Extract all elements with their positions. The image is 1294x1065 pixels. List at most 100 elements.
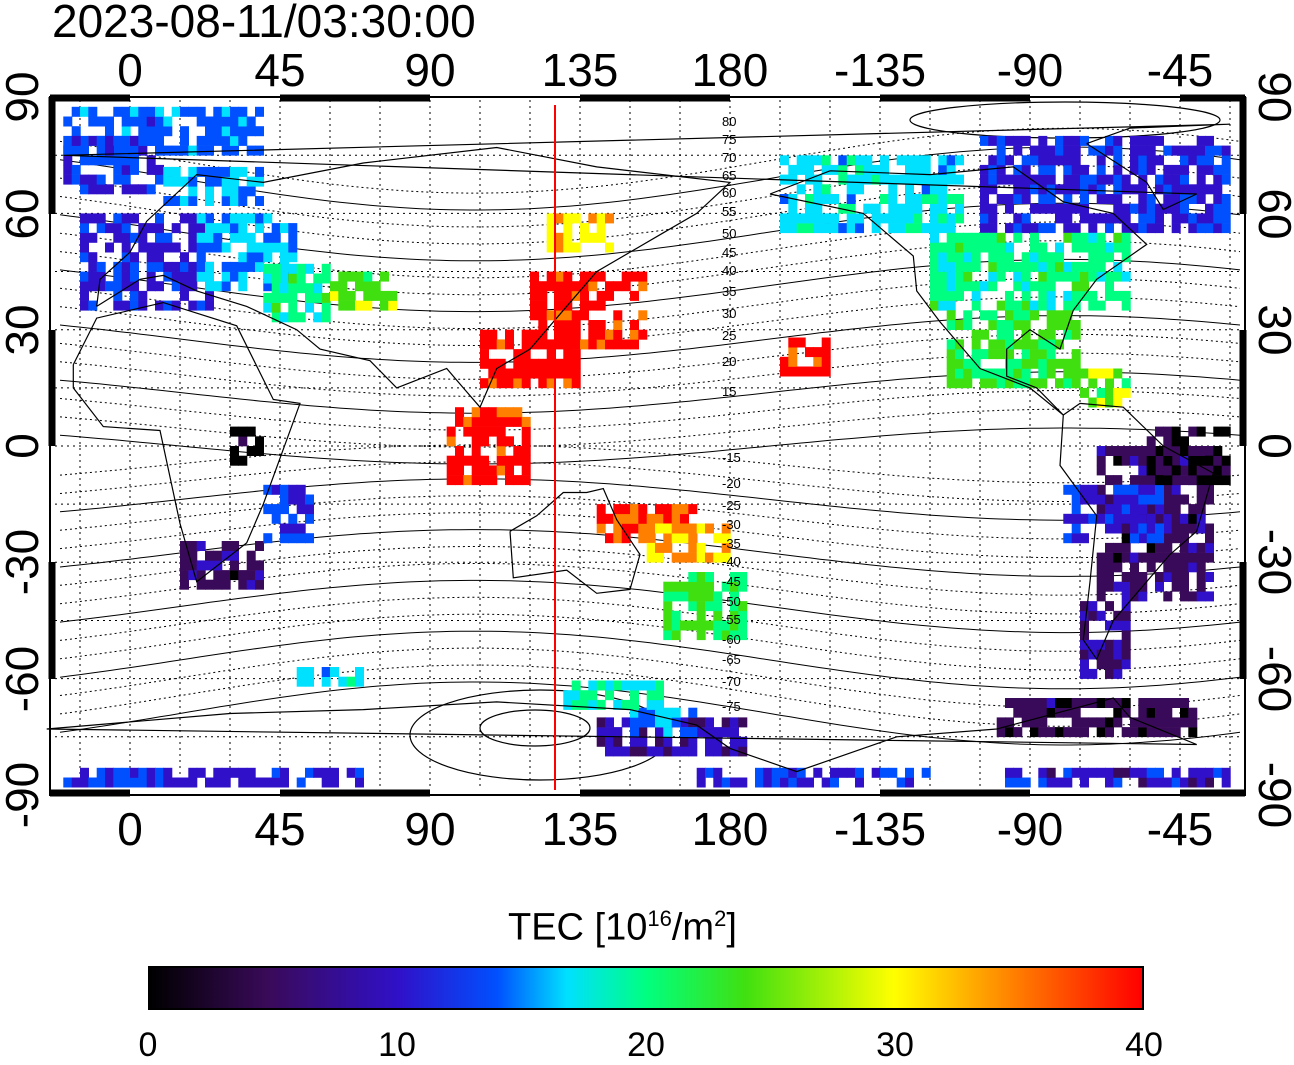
tec-cell	[1213, 145, 1223, 156]
tec-cell	[988, 310, 998, 321]
tec-cell	[213, 281, 223, 292]
tec-cell	[463, 416, 473, 427]
tec-cell	[1113, 135, 1123, 146]
tec-cell	[646, 717, 656, 728]
tec-cell	[1188, 426, 1198, 437]
tec-cell	[1113, 542, 1123, 553]
tec-cell	[105, 145, 114, 156]
tec-cell	[238, 116, 248, 127]
tec-cell	[213, 232, 223, 243]
tec-cell	[563, 368, 573, 379]
tec-cell	[1030, 727, 1039, 738]
tec-cell	[205, 281, 214, 292]
tec-cell	[605, 736, 614, 747]
magnetic-latitude-label: 20	[722, 354, 736, 369]
tec-cell	[1096, 484, 1106, 495]
tec-cell	[1021, 194, 1031, 204]
tec-cell	[1080, 533, 1089, 544]
tec-cell	[1163, 465, 1173, 476]
tec-cell	[1071, 523, 1081, 534]
tec-cell	[313, 767, 323, 778]
tec-cell	[1030, 300, 1039, 311]
tec-cell	[1205, 475, 1214, 486]
tec-cell	[605, 339, 614, 350]
tec-cell	[913, 174, 923, 185]
tec-cell	[846, 223, 856, 234]
tec-cell	[321, 302, 331, 313]
tec-cell	[1121, 378, 1131, 389]
tec-cell	[1138, 504, 1148, 515]
tec-cell	[446, 426, 456, 437]
tec-cell	[1063, 727, 1073, 738]
tec-cell	[705, 717, 714, 728]
tec-cell	[288, 283, 298, 294]
tec-cell	[1005, 717, 1014, 728]
tec-cell	[521, 455, 531, 466]
tec-cell	[588, 690, 598, 701]
tec-cell	[1080, 777, 1089, 788]
tec-cell	[1071, 767, 1081, 778]
tec-cell	[530, 290, 539, 301]
tec-cell	[1038, 698, 1048, 708]
tec-cell	[588, 680, 598, 691]
tec-cell	[571, 378, 581, 389]
tec-cell	[1080, 281, 1089, 292]
tec-cell	[1138, 552, 1148, 563]
tec-cell	[1013, 767, 1023, 778]
tec-cell	[521, 339, 531, 350]
tec-cell	[455, 475, 464, 486]
tec-cell	[788, 356, 798, 367]
tec-cell	[1005, 135, 1014, 146]
tec-cell	[1105, 271, 1114, 282]
tec-cell	[1096, 504, 1106, 515]
tec-cell	[538, 281, 548, 292]
tec-cell	[1205, 484, 1214, 495]
top-lon-label: 180	[692, 44, 769, 96]
tec-cell	[963, 242, 973, 253]
tec-cell	[138, 135, 148, 146]
tec-cell	[1038, 727, 1048, 738]
tec-cell	[88, 232, 98, 243]
tec-cell	[980, 310, 989, 321]
tec-cell	[1088, 271, 1098, 282]
tec-cell	[1188, 194, 1198, 204]
tec-cell	[188, 176, 198, 187]
tec-cell	[1138, 777, 1148, 788]
bottom-lon-label: -45	[1147, 803, 1213, 855]
tec-cell	[1030, 707, 1039, 718]
tec-cell	[280, 292, 289, 303]
tec-cell	[1171, 513, 1181, 524]
tec-cell	[1171, 223, 1181, 234]
tec-cell	[338, 271, 348, 282]
tec-cell	[830, 777, 839, 788]
tec-cell	[496, 455, 506, 466]
left-lat-label: 60	[0, 188, 48, 239]
tec-cell	[1096, 465, 1106, 476]
tec-cell	[663, 736, 673, 747]
tec-cell	[263, 292, 273, 303]
tec-cell	[1063, 329, 1073, 340]
tec-cell	[1030, 281, 1039, 292]
tec-cell	[1071, 727, 1081, 738]
tec-cell	[488, 407, 498, 418]
tec-cell	[230, 166, 239, 177]
tec-cell	[1005, 777, 1014, 788]
tec-cell	[730, 572, 739, 582]
bottom-lon-label: 180	[692, 803, 769, 855]
tec-cell	[671, 533, 681, 544]
tec-cell	[496, 368, 506, 379]
tec-cell	[988, 184, 998, 195]
tec-cell	[213, 777, 223, 788]
tec-cell	[1180, 446, 1189, 456]
magnetic-latitude-label: 70	[722, 150, 736, 165]
tec-cell	[580, 699, 589, 710]
tec-cell	[1196, 426, 1206, 437]
tec-cell	[680, 533, 689, 544]
tec-cell	[80, 290, 89, 301]
tec-cell	[338, 290, 348, 301]
tec-cell	[1105, 174, 1114, 185]
tec-cell	[471, 407, 481, 418]
colorbar-tick-label: 20	[627, 1026, 665, 1064]
tec-cell	[180, 176, 189, 187]
tec-cell	[321, 273, 331, 284]
